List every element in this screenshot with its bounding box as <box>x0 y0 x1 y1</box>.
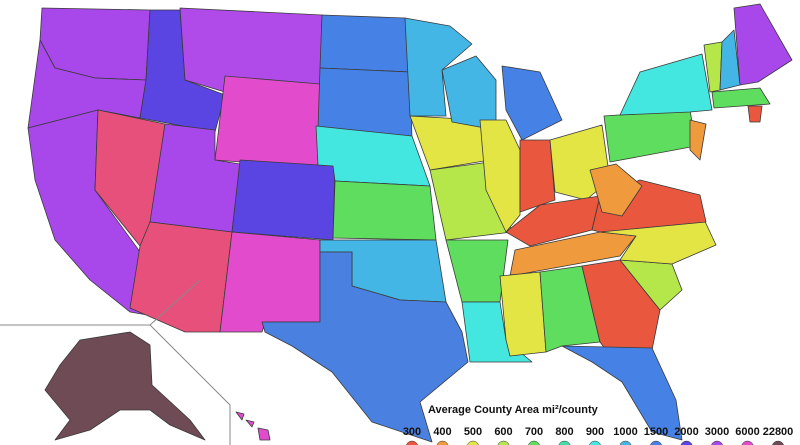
legend-swatch <box>406 440 418 445</box>
legend-label: 500 <box>464 426 482 438</box>
legend-swatch <box>772 440 784 445</box>
arizona <box>129 221 233 333</box>
florida <box>561 345 683 441</box>
legend-swatch <box>436 440 449 445</box>
alabama <box>539 265 601 353</box>
legend-label: 900 <box>586 426 604 438</box>
west-virginia <box>589 163 643 217</box>
legend-label: 1500 <box>644 426 668 438</box>
colorado <box>231 159 336 241</box>
massachusetts <box>711 87 771 109</box>
legend-swatch <box>558 440 571 445</box>
new-mexico <box>219 231 321 333</box>
legend: Average County Area mi²/county 300 400 500… <box>403 404 793 445</box>
mississippi <box>499 271 547 357</box>
north-dakota <box>319 14 411 73</box>
wisconsin <box>441 55 497 131</box>
legend-label: 600 <box>494 426 512 438</box>
legend-swatch <box>680 440 693 445</box>
alaska <box>44 331 206 441</box>
indiana <box>519 139 556 213</box>
legend-label: 6000 <box>735 426 759 438</box>
pennsylvania <box>603 109 697 163</box>
legend-label: 22800 <box>763 426 794 438</box>
legend-title: Average County Area mi²/county <box>428 404 599 416</box>
legend-swatch <box>589 440 601 445</box>
hawaii <box>235 411 245 421</box>
legend-swatch <box>741 440 754 445</box>
legend-label: 3000 <box>705 426 729 438</box>
legend-label: 800 <box>555 426 573 438</box>
legend-swatch <box>650 440 662 445</box>
rhode-island <box>747 105 763 123</box>
michigan <box>501 65 563 141</box>
legend-swatch <box>619 440 632 445</box>
tennessee <box>509 231 637 277</box>
insets <box>0 279 271 445</box>
texas <box>261 251 469 443</box>
legend-label: 2000 <box>674 426 698 438</box>
new-jersey <box>689 119 707 161</box>
hawaii <box>245 419 255 428</box>
legend-label: 300 <box>403 426 421 438</box>
hawaii <box>257 427 271 441</box>
legend-swatch <box>467 440 479 445</box>
legend-label: 1000 <box>613 426 637 438</box>
illinois <box>479 119 521 233</box>
us-states <box>27 3 793 443</box>
legend-swatch <box>528 440 540 445</box>
arkansas <box>445 239 509 303</box>
legend-swatch <box>711 440 723 445</box>
wyoming <box>214 75 321 169</box>
inset-frame <box>149 279 201 326</box>
maine <box>733 3 793 86</box>
inset-frame <box>0 324 231 445</box>
legend-label: 400 <box>433 426 451 438</box>
new-york <box>619 53 713 116</box>
kansas <box>332 180 437 241</box>
legend-swatch <box>497 440 510 445</box>
legend-label: 700 <box>525 426 543 438</box>
